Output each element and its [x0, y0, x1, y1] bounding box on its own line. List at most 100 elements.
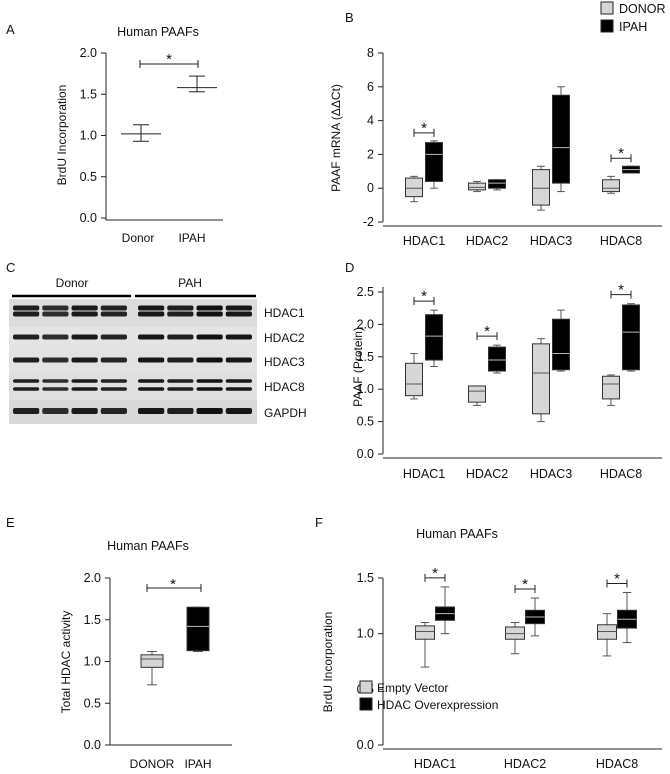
blot-band-hdac3-lane-3: [71, 357, 98, 363]
panel-f-title: Human PAAFs: [416, 527, 498, 541]
panel-label-a: A: [6, 22, 15, 37]
blot-label-gapdh: GAPDH: [264, 406, 307, 420]
panel-label-c: C: [6, 260, 15, 275]
panel-d-ytick-label: 2.5: [357, 285, 374, 299]
panel-d-ylabel: PAAF (Protein): [351, 327, 365, 407]
blot-band-hdac3-lane-4: [100, 357, 127, 363]
blot-band-hdac8-lane-1-1: [13, 379, 40, 383]
panel-f-xtick-hdac2: HDAC2: [504, 757, 546, 771]
panel-label-e: E: [6, 515, 15, 530]
blot-band-hdac1-lane-5-1: [138, 305, 165, 311]
panel-a-xtick-donor: Donor: [122, 231, 155, 245]
panel-b-xtick-hdac2: HDAC2: [466, 234, 508, 248]
blot-band-gapdh-lane-6: [167, 408, 194, 414]
blot-band-hdac8-lane-4-1: [100, 379, 127, 383]
blot-band-hdac1-lane-1-1: [13, 305, 40, 311]
blot-band-gapdh-lane-4: [100, 408, 127, 414]
blot-band-hdac8-lane-6-2: [167, 387, 194, 391]
blot-band-hdac8-lane-8-1: [225, 379, 252, 383]
panel-f-box-empty-vector-hdac2-box: [505, 626, 525, 640]
blot-band-hdac2-lane-8: [225, 334, 252, 340]
blot-label-hdac2: HDAC2: [264, 331, 305, 345]
blot-label-hdac8: HDAC8: [264, 380, 305, 394]
panel-a: A Human PAAFs BrdU Incorporation 0.0 0.5 1…: [6, 22, 223, 245]
panel-f: F Human PAAFs BrdU Incorporation 0.00.51…: [315, 515, 662, 771]
panel-d-xtick-hdac8: HDAC8: [600, 467, 642, 481]
legend-label-empty-vector: Empty Vector: [377, 681, 448, 695]
panel-b-box-ipah-hdac3-box: [552, 94, 570, 184]
panel-e-ytick-label: 1.0: [84, 655, 101, 669]
panel-d-ytick-label: 1.0: [357, 382, 374, 396]
blot-band-gapdh-lane-1: [13, 408, 40, 414]
panel-f-box-empty-vector-hdac8-box: [597, 624, 617, 640]
panel-d-ytick-label: 0.0: [357, 447, 374, 461]
blot-band-hdac8-lane-2-1: [42, 379, 69, 383]
blot-band-hdac1-lane-6-1: [167, 305, 194, 311]
panel-a-ytick-label: 1.0: [80, 129, 97, 143]
legend-label-ipah: IPAH: [619, 20, 647, 34]
panel-d-box-donor-hdac2-box: [468, 385, 486, 403]
panel-f-ylabel: BrdU Incorporation: [321, 612, 335, 713]
blot-band-hdac2-lane-5: [138, 334, 165, 340]
legend-label-hdac-overexpression: HDAC Overexpression: [377, 698, 498, 712]
panel-b-ytick-label: 6: [367, 80, 374, 94]
blot-band-hdac1-lane-3-1: [71, 305, 98, 311]
blot-band-hdac1-lane-4-1: [100, 305, 127, 311]
blot-band-hdac8-lane-3-1: [71, 379, 98, 383]
panel-b-ytick-label: 2: [367, 147, 374, 161]
panel-a-xtick-ipah: IPAH: [178, 231, 205, 245]
panel-f-xtick-hdac1: HDAC1: [414, 757, 456, 771]
panel-d: D PAAF (Protein) 0.0 0.5 1.0 1.5 2.0 2.5 HDAC…: [345, 260, 662, 481]
blot-band-hdac2-lane-1: [13, 334, 40, 340]
legend-swatch-ipah: [600, 19, 614, 33]
legend-swatch-donor: [600, 1, 614, 15]
blot-band-hdac1-lane-5-2: [138, 311, 165, 317]
blot-band-hdac8-lane-1-2: [13, 387, 40, 391]
panel-e-xtick-ipah: IPAH: [184, 757, 211, 771]
blot-band-hdac8-lane-7-1: [196, 379, 223, 383]
panel-b-box-ipah-hdac2-box: [488, 179, 506, 189]
blot-band-hdac8-lane-3-2: [71, 387, 98, 391]
panel-c-western-blot: C Donor PAH HDAC1 HDAC2 HDAC3 HDAC8 GAPD…: [6, 260, 307, 424]
legend-label-donor: DONOR: [619, 2, 666, 16]
panel-e-xtick-donor: DONOR: [130, 757, 175, 771]
panel-e-ytick-label: 0.5: [84, 696, 101, 710]
panel-label-f: F: [315, 515, 323, 530]
panel-b-box-donor-hdac8-box: [602, 179, 620, 193]
panel-b-ylabel: PAAF mRNA (ΔΔCt): [329, 84, 343, 192]
panel-a-ytick-label: 2.0: [80, 46, 97, 60]
blot-band-hdac3-lane-1: [13, 357, 40, 363]
panel-b-xtick-hdac1: HDAC1: [403, 234, 445, 248]
panel-b-box-donor-hdac2-box: [468, 182, 486, 191]
blot-band-hdac8-lane-4-2: [100, 387, 127, 391]
panel-a-ylabel: BrdU Incorporation: [55, 85, 69, 186]
blot-band-hdac2-lane-2: [42, 334, 69, 340]
panel-f-sig-hdac8-star: *: [614, 570, 620, 587]
blot-band-hdac2-lane-7: [196, 334, 223, 340]
blot-band-hdac3-lane-5: [138, 357, 165, 363]
panel-b-box-donor-hdac1-box: [405, 177, 423, 198]
panel-b-ytick-label: 8: [367, 46, 374, 60]
blot-band-hdac3-lane-6: [167, 357, 194, 363]
blot-band-hdac1-lane-6-2: [167, 311, 194, 317]
panel-d-xtick-hdac2: HDAC2: [466, 467, 508, 481]
panel-label-b: B: [345, 10, 354, 25]
panel-b: B PAAF mRNA (ΔΔCt) -2 0 2 4 6 8 HDAC1 HDAC2 HDA…: [329, 1, 666, 248]
panel-d-xtick-hdac1: HDAC1: [403, 467, 445, 481]
panel-b-xtick-hdac8: HDAC8: [600, 234, 642, 248]
panel-e-box-ipah-box: [186, 606, 210, 652]
blot-band-hdac1-lane-2-2: [42, 311, 69, 317]
panel-f-ytick-label: 1.5: [357, 571, 374, 585]
panel-label-d: D: [345, 260, 354, 275]
blot-band-hdac1-lane-8-1: [225, 305, 252, 311]
blot-strip-hdac8: [9, 373, 257, 400]
blot-band-hdac1-lane-1-2: [13, 311, 40, 317]
panel-d-box-ipah-hdac2-box: [488, 346, 506, 372]
panel-e-title: Human PAAFs: [107, 539, 189, 553]
blot-band-hdac3-lane-7: [196, 357, 223, 363]
blot-band-hdac3-lane-2: [42, 357, 69, 363]
blot-strip-hdac2: [9, 327, 257, 350]
panel-d-ytick-label: 0.5: [357, 415, 374, 429]
panel-d-box-ipah-hdac3-box: [552, 318, 570, 371]
